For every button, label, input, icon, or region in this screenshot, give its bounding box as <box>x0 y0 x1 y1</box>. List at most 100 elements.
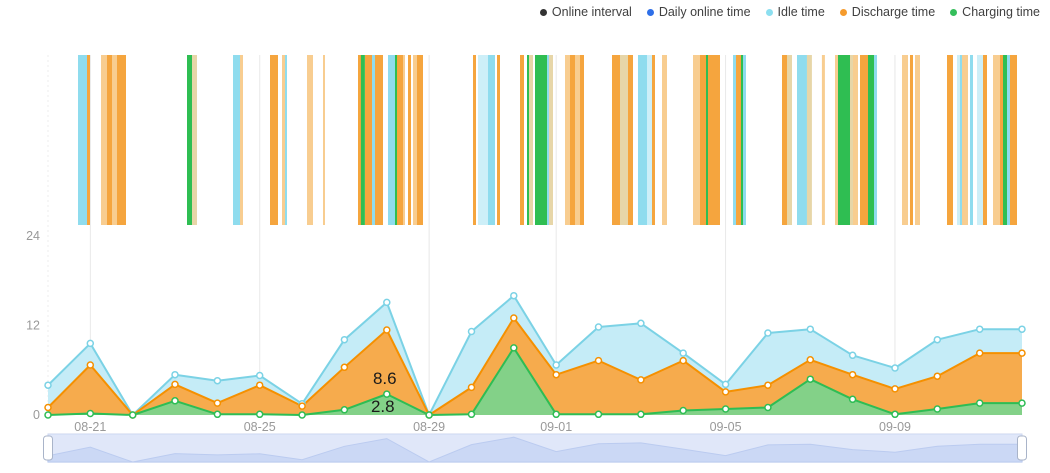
marker-dot[interactable] <box>637 410 645 419</box>
marker-dot[interactable] <box>213 410 222 419</box>
interval-stripe <box>87 55 90 225</box>
marker-dot[interactable] <box>552 370 560 379</box>
marker-dot[interactable] <box>891 364 899 372</box>
marker-dot[interactable] <box>721 380 730 389</box>
marker-dot[interactable] <box>467 327 476 336</box>
marker-dot[interactable] <box>213 376 222 385</box>
marker-dot[interactable] <box>933 372 942 380</box>
interval-stripe <box>700 55 706 225</box>
marker-dot[interactable] <box>44 403 52 412</box>
interval-stripe <box>915 55 920 225</box>
marker-dot[interactable] <box>213 399 222 407</box>
slider-handle-left[interactable] <box>43 435 53 461</box>
marker-dot[interactable] <box>721 405 730 413</box>
interval-stripe <box>307 55 313 225</box>
marker-dot[interactable] <box>298 411 306 419</box>
legend-label: Daily online time <box>658 5 751 19</box>
marker-dot[interactable] <box>86 361 95 369</box>
marker-dot[interactable] <box>128 411 137 419</box>
legend-item-discharge-time[interactable]: Discharge time <box>839 5 935 19</box>
interval-stripe <box>706 55 708 225</box>
interval-stripe <box>478 55 488 225</box>
marker-dot[interactable] <box>1018 349 1026 357</box>
marker-dot[interactable] <box>255 371 264 380</box>
slider-handle-right[interactable] <box>1017 435 1027 461</box>
marker-dot[interactable] <box>933 335 942 344</box>
marker-dot[interactable] <box>933 405 942 413</box>
marker-dot[interactable] <box>298 402 306 410</box>
marker-dot[interactable] <box>594 356 603 365</box>
marker-dot[interactable] <box>848 395 857 404</box>
marker-dot[interactable] <box>806 356 815 364</box>
marker-dot[interactable] <box>171 380 179 389</box>
marker-dot[interactable] <box>383 390 391 398</box>
marker-dot[interactable] <box>806 325 815 333</box>
marker-dot[interactable] <box>383 298 391 307</box>
marker-dot[interactable] <box>721 388 730 396</box>
marker-dot[interactable] <box>637 319 645 328</box>
interval-stripe <box>708 55 720 225</box>
interval-stripe <box>488 55 495 225</box>
marker-dot[interactable] <box>848 370 857 379</box>
slider-selected-range[interactable] <box>48 434 1022 462</box>
interval-stripe <box>527 55 529 225</box>
x-axis-label: 09-09 <box>879 420 911 434</box>
legend-item-idle-time[interactable]: Idle time <box>765 5 825 19</box>
interval-stripe <box>360 55 365 225</box>
interval-stripe <box>638 55 647 225</box>
marker-dot[interactable] <box>340 335 349 344</box>
marker-dot[interactable] <box>594 323 603 331</box>
marker-dot[interactable] <box>679 349 687 357</box>
marker-dot[interactable] <box>637 376 645 384</box>
interval-stripe <box>962 55 968 225</box>
marker-dot[interactable] <box>975 399 984 407</box>
marker-dot[interactable] <box>891 385 899 393</box>
marker-dot[interactable] <box>86 409 95 418</box>
marker-dot[interactable] <box>255 381 264 389</box>
marker-dot[interactable] <box>44 411 52 419</box>
marker-dot[interactable] <box>764 381 772 389</box>
marker-dot[interactable] <box>171 370 179 379</box>
marker-dot[interactable] <box>44 381 52 389</box>
legend-dot-discharge-time <box>839 8 847 16</box>
marker-dot[interactable] <box>679 356 687 365</box>
y-axis-label: 24 <box>26 229 40 243</box>
marker-dot[interactable] <box>340 363 349 372</box>
marker-dot[interactable] <box>806 375 815 383</box>
marker-dot[interactable] <box>1018 399 1026 407</box>
marker-dot[interactable] <box>255 410 264 419</box>
legend-item-charging-time[interactable]: Charging time <box>950 5 1040 19</box>
marker-dot[interactable] <box>171 397 179 405</box>
y-axis-label: 0 <box>33 408 40 422</box>
marker-dot[interactable] <box>848 351 857 360</box>
interval-stripe <box>983 55 987 225</box>
marker-dot[interactable] <box>510 314 518 322</box>
marker-dot[interactable] <box>975 349 984 357</box>
marker-dot[interactable] <box>764 329 772 337</box>
marker-dot[interactable] <box>467 383 476 392</box>
interval-stripe <box>647 55 652 225</box>
datazoom-slider[interactable] <box>43 433 1027 463</box>
marker-dot[interactable] <box>891 410 899 419</box>
marker-dot[interactable] <box>679 406 687 415</box>
marker-dot[interactable] <box>467 410 476 419</box>
marker-dot[interactable] <box>340 406 349 414</box>
marker-dot[interactable] <box>594 410 603 419</box>
interval-stripe <box>403 55 405 225</box>
legend-label: Idle time <box>777 5 825 19</box>
marker-dot[interactable] <box>975 325 984 333</box>
legend-item-online-interval[interactable]: Online interval <box>539 5 632 19</box>
marker-dot[interactable] <box>425 411 433 419</box>
legend-dot-daily-online-time <box>646 8 654 16</box>
marker-dot[interactable] <box>383 326 391 334</box>
marker-dot[interactable] <box>764 403 772 412</box>
legend-item-daily-online-time[interactable]: Daily online time <box>646 5 751 19</box>
marker-dot[interactable] <box>510 344 518 352</box>
marker-dot[interactable] <box>86 339 95 348</box>
marker-dot[interactable] <box>552 410 560 419</box>
marker-dot[interactable] <box>510 291 518 300</box>
marker-dot[interactable] <box>552 361 560 369</box>
series-line <box>47 346 1022 416</box>
interval-stripe <box>417 55 423 225</box>
marker-dot[interactable] <box>1018 325 1026 333</box>
